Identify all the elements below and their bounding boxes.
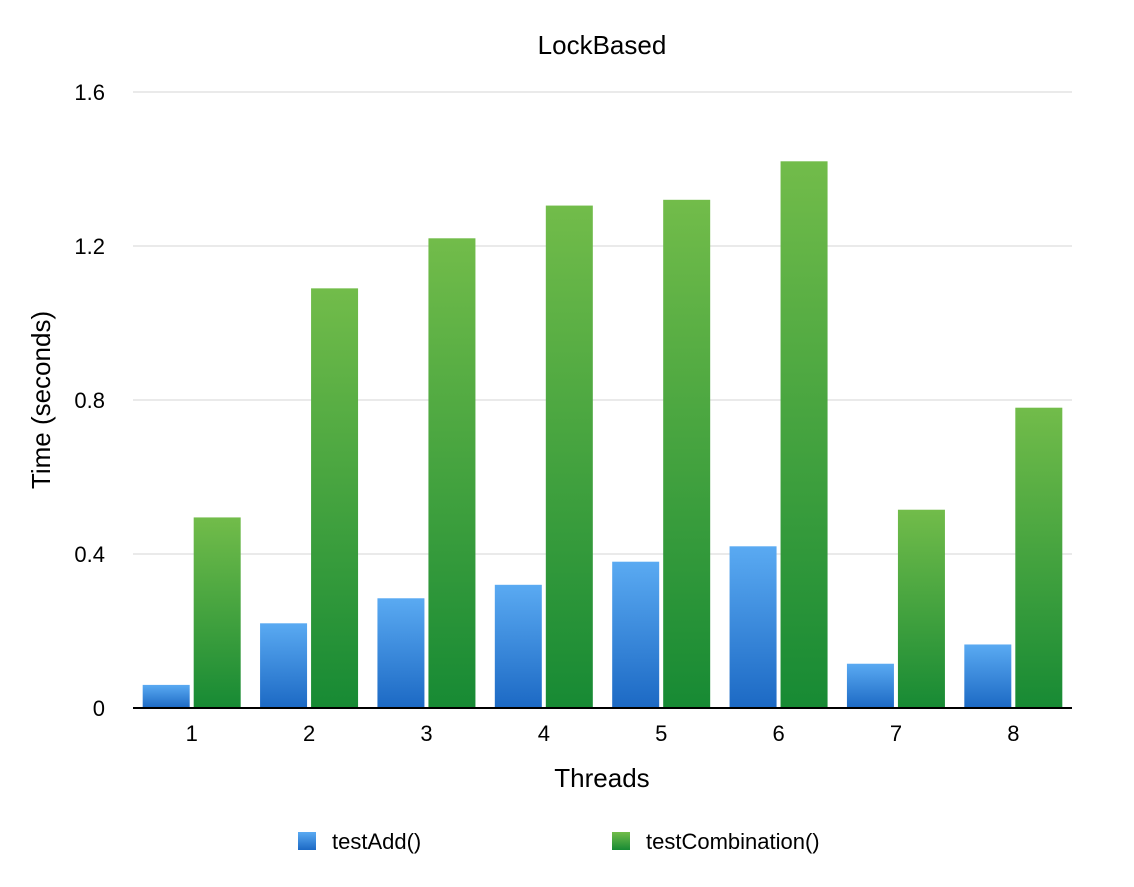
bar-testcombination-6 [780,161,828,709]
legend-label: testCombination() [646,829,820,854]
bar-testadd-1 [142,684,190,708]
y-tick-labels: 0 0.4 0.8 1.2 1.6 [74,80,105,721]
bar-testadd-7 [846,663,894,708]
x-tick-label: 7 [890,721,902,746]
x-tick-label: 3 [420,721,432,746]
legend: testAdd() testCombination() [298,829,820,854]
x-tick-label: 1 [186,721,198,746]
x-tick-label: 2 [303,721,315,746]
bar-testcombination-5 [663,199,711,709]
chart-title: LockBased [538,30,667,60]
bar-testadd-8 [964,644,1012,708]
bar-testcombination-4 [545,205,593,708]
bars [142,161,1063,709]
bar-testadd-4 [494,584,542,708]
y-tick-label: 1.2 [74,234,105,259]
bar-testadd-2 [260,623,308,708]
bar-testcombination-2 [311,288,359,708]
legend-label: testAdd() [332,829,421,854]
x-tick-labels: 1 2 3 4 5 6 7 8 [186,721,1020,746]
y-tick-label: 0.4 [74,542,105,567]
bar-testcombination-8 [1015,407,1063,708]
legend-swatch [612,832,630,850]
x-tick-label: 4 [538,721,550,746]
bar-testadd-3 [377,598,425,708]
gridlines [133,91,1072,555]
legend-swatch [298,832,316,850]
x-axis-label: Threads [554,763,649,793]
bar-testadd-6 [729,546,777,708]
x-tick-label: 6 [772,721,784,746]
y-tick-label: 0.8 [74,388,105,413]
y-tick-label: 0 [93,696,105,721]
y-axis-label: Time (seconds) [26,311,56,489]
bar-testcombination-3 [428,238,476,709]
y-tick-label: 1.6 [74,80,105,105]
bar-testcombination-7 [897,509,945,708]
x-tick-label: 5 [655,721,667,746]
x-tick-label: 8 [1007,721,1019,746]
bar-testadd-5 [612,561,660,708]
bar-testcombination-1 [193,517,241,708]
